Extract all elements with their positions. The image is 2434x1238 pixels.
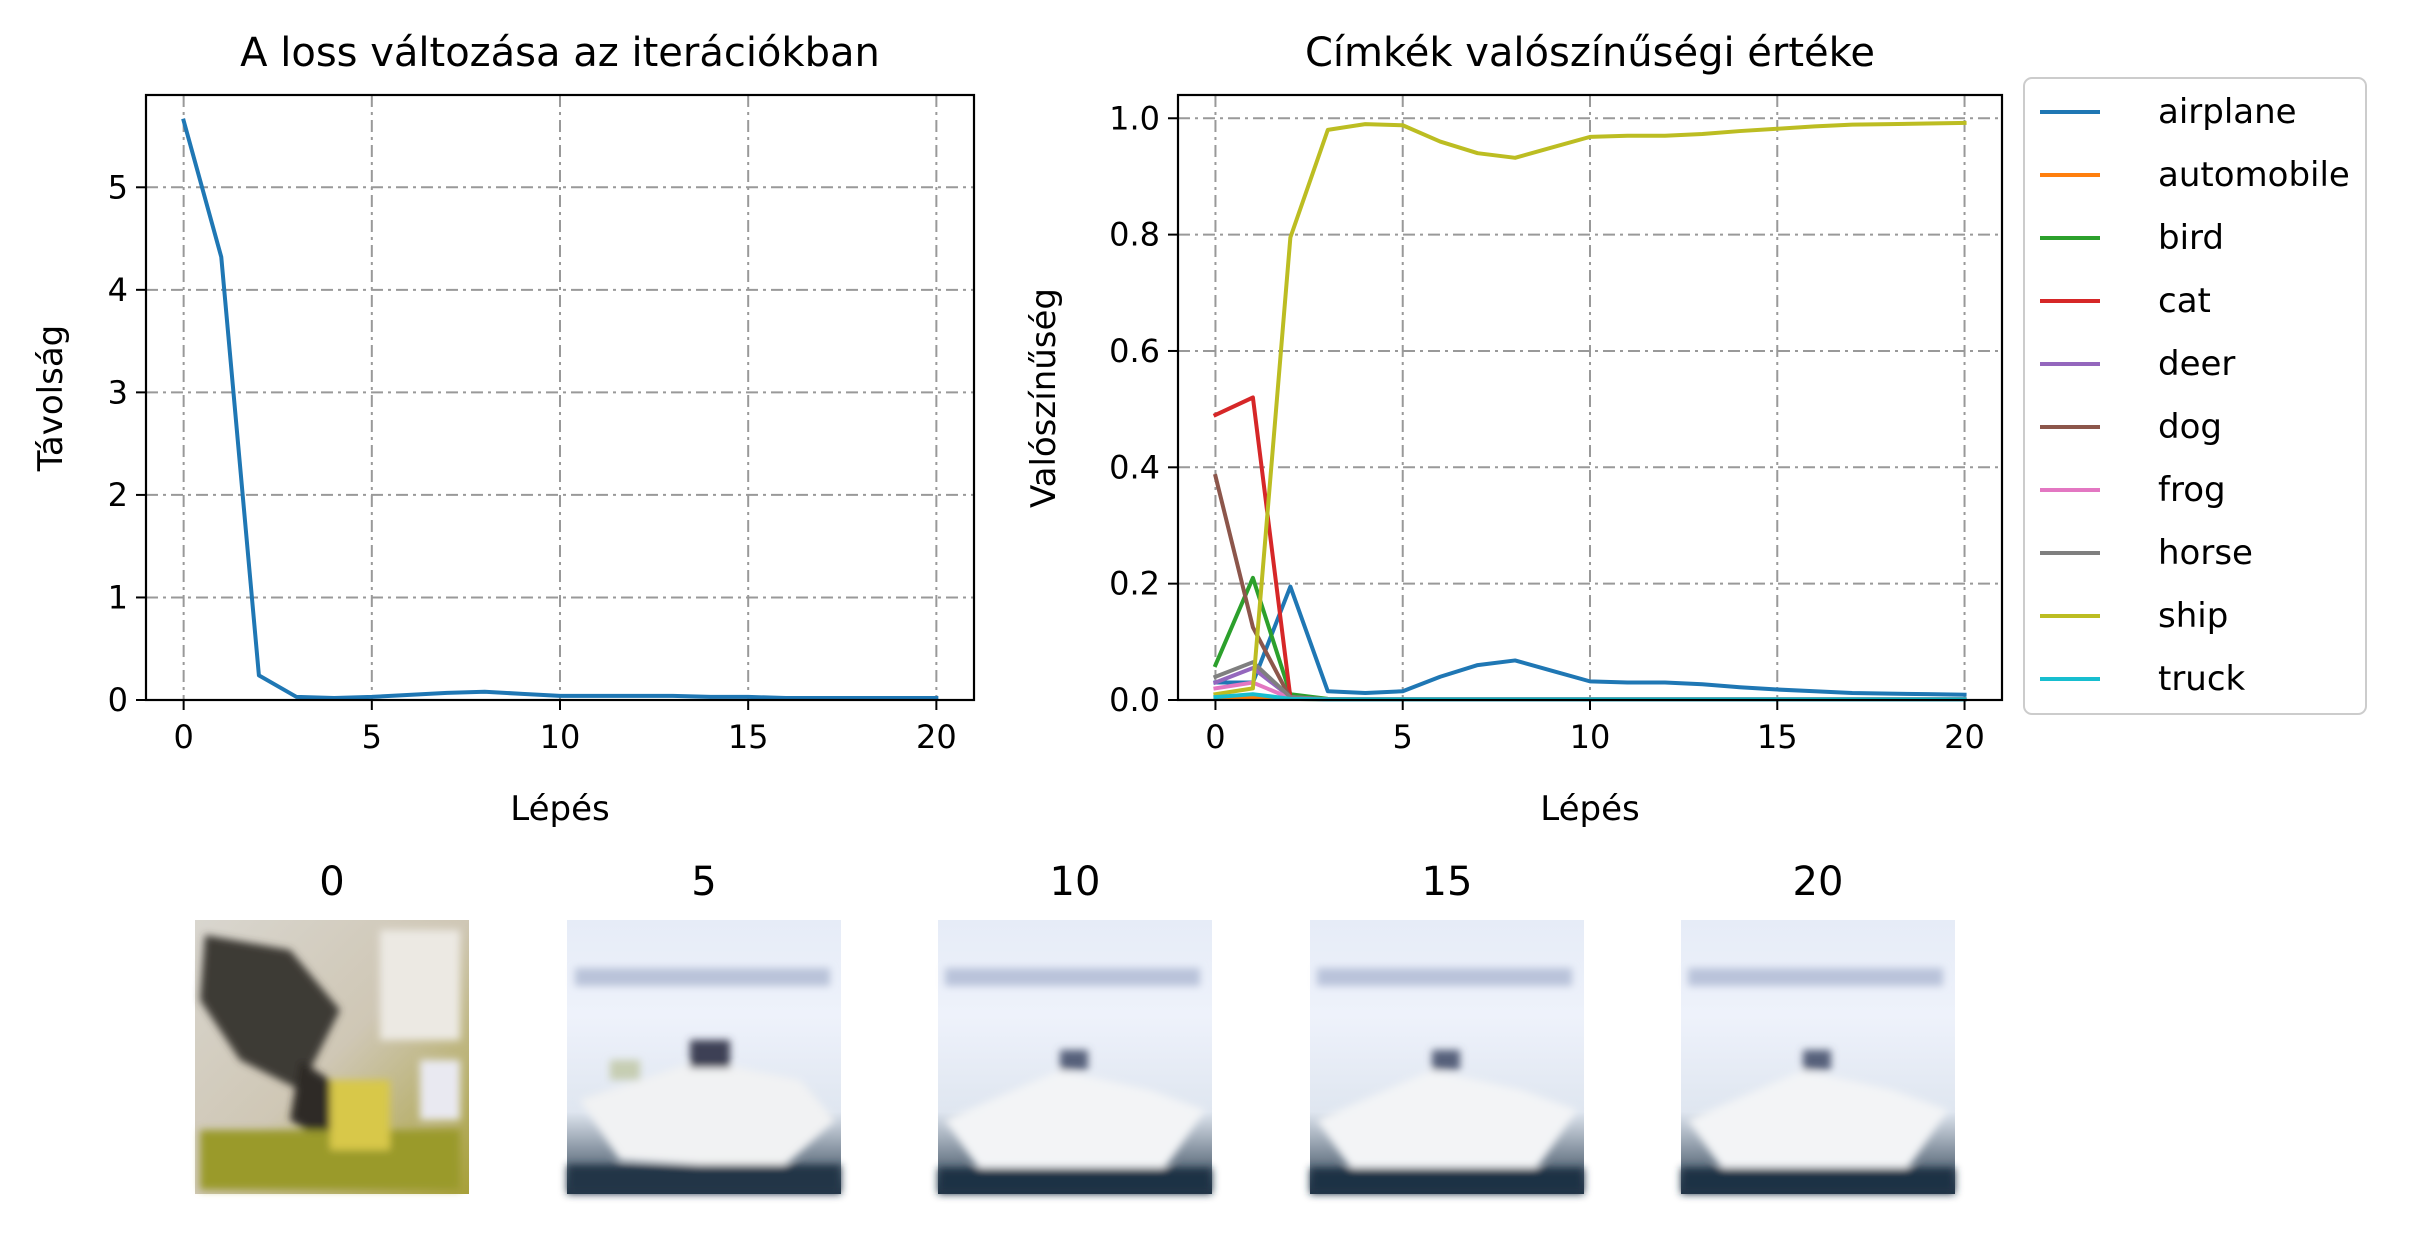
probability-series-airplane [1213,584,1967,697]
loss-chart-lines [181,118,939,700]
loss-chart-title: A loss változása az iterációkban [240,30,880,76]
loss-y-tick-label: 2 [108,476,128,514]
snapshot-image-5 [567,920,841,1194]
loss-x-tick-label: 5 [362,718,382,756]
loss-y-tick-label: 0 [108,681,128,719]
snapshot-label-10: 10 [1050,859,1101,905]
legend-label-frog: frog [2158,470,2226,510]
legend: airplane automobile bird cat deer dog frog hors… [2023,77,2367,715]
loss-x-tick-label: 15 [728,718,769,756]
snapshot-image-20 [1681,920,1955,1194]
loss-chart-grid [146,95,974,700]
probability-x-tick-label: 5 [1393,718,1413,756]
probability-chart-y-ticks: 0.0 0.2 0.4 0.6 0.8 1.0 [1109,99,1178,719]
legend-label-bird: bird [2158,218,2224,258]
loss-series-line [181,118,939,700]
legend-label-deer: deer [2158,344,2235,384]
probability-chart-ylabel: Valószínűség [1024,288,1064,508]
legend-label-cat: cat [2158,281,2211,321]
loss-y-tick-label: 3 [108,373,128,411]
probability-x-tick-label: 10 [1570,718,1611,756]
probability-series-ship [1213,120,1967,697]
probability-y-tick-label: 0.2 [1109,565,1160,603]
snapshot-label-15: 15 [1422,859,1473,905]
legend-label-truck: truck [2158,659,2246,699]
loss-chart-ylabel: Távolság [31,325,71,472]
probability-x-tick-label: 0 [1205,718,1225,756]
loss-y-tick-label: 1 [108,578,128,616]
snapshot-label-20: 20 [1793,859,1844,905]
snapshot-label-5: 5 [691,859,716,905]
snapshot-label-0: 0 [319,859,344,905]
loss-chart-y-ticks: 0 1 2 3 4 5 [108,168,146,719]
legend-box [2023,77,2367,715]
snapshot-image-15 [1310,920,1584,1194]
loss-x-tick-label: 10 [540,718,581,756]
probability-chart-title: Címkék valószínűségi értéke [1305,30,1875,76]
probability-y-tick-label: 1.0 [1109,99,1160,137]
legend-label-automobile: automobile [2158,155,2350,195]
probability-chart-x-ticks: 0 5 10 15 20 [1205,700,1985,756]
probability-y-tick-label: 0.6 [1109,332,1160,370]
probability-y-tick-label: 0.8 [1109,216,1160,254]
legend-label-horse: horse [2158,533,2253,573]
probability-x-tick-label: 20 [1944,718,1985,756]
loss-chart-x-ticks: 0 5 10 15 20 [173,700,957,756]
snapshot-strip: 0 5 10 15 20 [195,859,1955,1194]
probability-chart-xlabel: Lépés [1540,789,1639,829]
snapshot-image-0 [195,920,469,1194]
legend-label-ship: ship [2158,596,2228,636]
legend-label-dog: dog [2158,407,2222,447]
probability-chart: Címkék valószínűségi értéke 0 5 10 15 20 0.0… [1024,30,2367,829]
legend-items: airplane automobile bird cat deer dog frog hors… [2040,92,2350,699]
snapshot-labels: 0 5 10 15 20 [319,859,1843,905]
legend-label-airplane: airplane [2158,92,2297,132]
probability-x-tick-label: 15 [1757,718,1798,756]
loss-chart: A loss változása az iterációkban 0 5 10 15 2… [31,30,976,829]
probability-y-tick-label: 0.4 [1109,448,1160,486]
loss-chart-xlabel: Lépés [510,789,609,829]
loss-y-tick-label: 5 [108,168,128,206]
probability-y-tick-label: 0.0 [1109,681,1160,719]
loss-x-tick-label: 20 [916,718,957,756]
probability-chart-grid [1178,95,2002,700]
snapshot-image-10 [938,920,1212,1194]
loss-x-tick-label: 0 [173,718,193,756]
loss-y-tick-label: 4 [108,271,128,309]
